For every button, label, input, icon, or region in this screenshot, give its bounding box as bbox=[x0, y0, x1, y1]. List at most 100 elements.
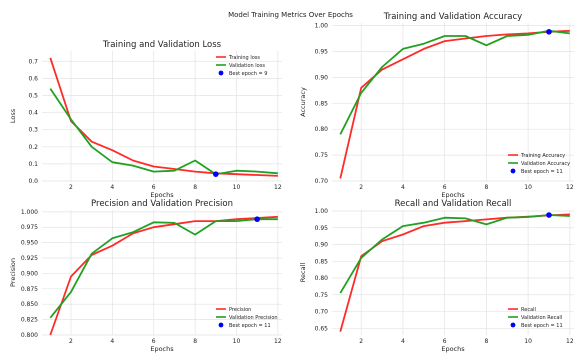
x-tick-label: 8 bbox=[193, 338, 197, 345]
legend-best-marker bbox=[218, 322, 224, 328]
y-tick-label: 0.2 bbox=[28, 144, 38, 151]
y-axis-label: Loss bbox=[9, 108, 17, 123]
chart-panel-2: 2 4 6 8 10 12 0.70 0.75 0.80 0.85 0.90 0.95 1.00 Trai… bbox=[299, 12, 574, 199]
legend-label: Precision bbox=[229, 307, 251, 313]
panel-title: Training and Validation Accuracy bbox=[383, 12, 522, 22]
y-tick-label: 0.85 bbox=[315, 258, 329, 265]
y-tick-label: 0.3 bbox=[28, 127, 38, 134]
best-epoch-marker bbox=[546, 212, 552, 218]
legend-label: Validation Precision bbox=[229, 315, 278, 321]
series-line-validation bbox=[49, 218, 278, 319]
y-tick-label: 1.00 bbox=[315, 23, 329, 30]
y-tick-label: 0.95 bbox=[315, 225, 329, 232]
y-tick-label: 0.850 bbox=[21, 301, 38, 308]
x-tick-label: 6 bbox=[443, 184, 447, 191]
legend-best-marker bbox=[218, 70, 224, 76]
y-tick-label: 0.90 bbox=[315, 242, 329, 249]
x-tick-label: 2 bbox=[359, 184, 363, 191]
y-tick-label: 0.1 bbox=[28, 161, 38, 168]
series-line-validation bbox=[49, 88, 278, 176]
x-tick-label: 4 bbox=[110, 184, 114, 191]
legend: Training Accuracy Validation Accuracy Best… bbox=[508, 153, 570, 175]
legend-label: Recall bbox=[521, 307, 536, 313]
y-tick-label: 0.875 bbox=[21, 286, 38, 293]
y-tick-label: 0.900 bbox=[21, 270, 38, 277]
plot-area bbox=[42, 51, 282, 181]
legend-label: Best epoch = 9 bbox=[229, 71, 267, 77]
legend: Recall Validation Recall Best epoch = 11 bbox=[508, 307, 563, 329]
x-axis-label: Epochs bbox=[150, 191, 174, 199]
x-tick-label: 10 bbox=[524, 338, 532, 345]
y-tick-label: 0.7 bbox=[28, 58, 38, 65]
x-tick-label: 6 bbox=[152, 184, 156, 191]
y-tick-label: 0.6 bbox=[28, 75, 38, 82]
series-line-validation bbox=[339, 214, 570, 294]
x-axis-label: Epochs bbox=[150, 345, 174, 353]
x-tick-label: 12 bbox=[566, 184, 574, 191]
figure-suptitle: Model Training Metrics Over Epochs bbox=[228, 11, 353, 19]
y-tick-label: 0.925 bbox=[21, 255, 38, 262]
legend-best-marker bbox=[510, 322, 516, 328]
legend-label: Training loss bbox=[228, 55, 260, 61]
legend-label: Best epoch = 11 bbox=[521, 169, 563, 175]
chart-panels: 2 4 6 8 10 12 0.0 0.1 0.2 0.3 0.4 0.5 0.6 0.7 Training… bbox=[9, 12, 574, 353]
x-axis-label: Epochs bbox=[441, 191, 465, 199]
y-axis-label: Precision bbox=[9, 258, 17, 287]
legend-label: Validation Recall bbox=[521, 315, 562, 321]
legend-label: Best epoch = 11 bbox=[229, 323, 271, 329]
y-tick-label: 0.85 bbox=[315, 100, 329, 107]
chart-panel-1: 2 4 6 8 10 12 0.0 0.1 0.2 0.3 0.4 0.5 0.6 0.7 Training… bbox=[9, 40, 282, 199]
chart-panel-3: 2 4 6 8 10 12 0.800 0.825 0.850 0.875 0.900 0.925 0.… bbox=[9, 199, 282, 353]
best-epoch-marker bbox=[254, 216, 260, 223]
x-tick-label: 4 bbox=[401, 338, 405, 345]
legend-label: Validation Accuracy bbox=[521, 161, 570, 167]
y-axis-label: Recall bbox=[299, 263, 307, 283]
series-line-validation bbox=[339, 29, 570, 135]
legend: Precision Validation Precision Best epoch … bbox=[216, 307, 278, 329]
best-epoch-marker bbox=[546, 29, 552, 35]
y-tick-label: 0.4 bbox=[28, 110, 38, 117]
x-tick-label: 8 bbox=[193, 184, 197, 191]
x-tick-label: 6 bbox=[152, 338, 156, 345]
x-tick-label: 4 bbox=[401, 184, 405, 191]
y-axis-label: Accuracy bbox=[299, 87, 307, 117]
y-tick-label: 0.70 bbox=[315, 178, 329, 185]
x-axis-label: Epochs bbox=[441, 345, 465, 353]
plot-area bbox=[332, 210, 574, 335]
x-tick-label: 6 bbox=[443, 338, 447, 345]
y-tick-label: 0.90 bbox=[315, 74, 329, 81]
x-tick-label: 12 bbox=[274, 338, 282, 345]
y-tick-label: 0.800 bbox=[21, 332, 38, 339]
y-tick-label: 0.80 bbox=[315, 126, 329, 133]
legend-best-marker bbox=[510, 168, 516, 174]
y-tick-label: 0.5 bbox=[28, 92, 38, 99]
y-tick-label: 1.00 bbox=[315, 208, 329, 215]
x-tick-label: 12 bbox=[274, 184, 282, 191]
y-tick-label: 0.75 bbox=[315, 152, 329, 159]
legend-label: Validation loss bbox=[229, 63, 265, 69]
y-tick-label: 0.75 bbox=[315, 292, 329, 299]
panel-title: Precision and Validation Precision bbox=[91, 199, 233, 209]
y-tick-label: 0.975 bbox=[21, 224, 38, 231]
x-tick-label: 2 bbox=[69, 184, 73, 191]
x-tick-label: 12 bbox=[566, 338, 574, 345]
y-tick-label: 0.80 bbox=[315, 275, 329, 282]
x-tick-label: 10 bbox=[524, 184, 532, 191]
y-tick-label: 0.950 bbox=[21, 240, 38, 247]
series-line-training bbox=[49, 57, 278, 177]
y-tick-label: 0.70 bbox=[315, 309, 329, 316]
x-tick-label: 8 bbox=[484, 184, 488, 191]
y-tick-label: 0.825 bbox=[21, 317, 38, 324]
x-tick-label: 8 bbox=[484, 338, 488, 345]
y-tick-label: 1.000 bbox=[21, 209, 38, 216]
x-tick-label: 10 bbox=[233, 338, 241, 345]
legend: Training loss Validation loss Best epoch =… bbox=[216, 55, 267, 77]
y-tick-label: 0.65 bbox=[315, 325, 329, 332]
x-tick-label: 2 bbox=[359, 338, 363, 345]
legend-label: Best epoch = 11 bbox=[521, 323, 563, 329]
panel-title: Training and Validation Loss bbox=[102, 40, 222, 50]
best-epoch-marker bbox=[212, 171, 219, 177]
chart-panel-4: 2 4 6 8 10 12 0.65 0.70 0.75 0.80 0.85 0.90 0.95 1.00… bbox=[299, 199, 574, 353]
x-tick-label: 2 bbox=[69, 338, 73, 345]
